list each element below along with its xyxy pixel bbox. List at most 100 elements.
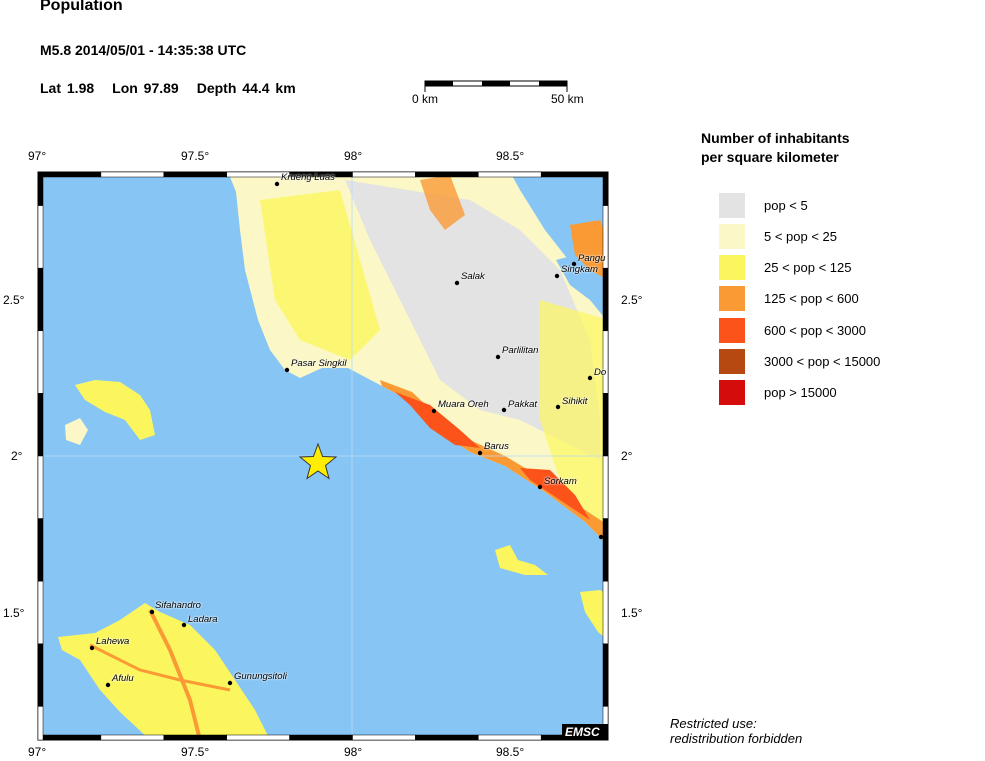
frame-tick bbox=[602, 455, 609, 519]
legend-swatch bbox=[719, 192, 745, 218]
lat-tick-left: 2° bbox=[11, 449, 23, 463]
land-pangururan bbox=[570, 220, 608, 280]
latitude: Lat 1.98 bbox=[40, 80, 95, 96]
city-label: Sifahandro bbox=[155, 600, 201, 611]
pop-yellow bbox=[260, 190, 380, 360]
pop-red-sorkam bbox=[520, 468, 590, 520]
legend-item: 125 < pop < 600 bbox=[719, 286, 859, 312]
city-label: Salak bbox=[461, 271, 485, 282]
lon-tick-bottom: 97.5° bbox=[181, 745, 210, 759]
legend-label: 125 < pop < 600 bbox=[764, 291, 859, 307]
legend-swatch bbox=[719, 223, 745, 249]
lon-tick-top: 97° bbox=[28, 149, 47, 163]
legend-title-line2: per square kilometer bbox=[701, 149, 839, 165]
legend-item: pop < 5 bbox=[719, 192, 808, 218]
lon-tick-bottom: 97° bbox=[28, 745, 47, 759]
frame-tick bbox=[602, 393, 609, 457]
page-title: Population bbox=[40, 0, 123, 14]
lat-tick-left: 1.5° bbox=[3, 606, 25, 620]
legend-swatch bbox=[719, 349, 745, 374]
frame-tick bbox=[100, 734, 165, 741]
frame-tick bbox=[540, 171, 605, 178]
frame-tick bbox=[37, 580, 44, 645]
frame-tick bbox=[602, 267, 609, 332]
frame-tick bbox=[37, 706, 44, 741]
city-label: Sorkam bbox=[544, 476, 577, 487]
city-label: Krueng Luas bbox=[281, 172, 335, 183]
scale-end-label: 50 km bbox=[551, 92, 584, 106]
legend-title-line1: Number of inhabitants bbox=[701, 130, 850, 146]
city-label: Barus bbox=[484, 441, 509, 452]
city-label: Pakkat bbox=[508, 399, 538, 410]
frame-tick bbox=[37, 267, 44, 332]
note-line1: Restricted use: bbox=[670, 716, 757, 731]
frame-tick bbox=[37, 393, 44, 457]
legend-label: 3000 < pop < 15000 bbox=[764, 354, 881, 369]
frame-tick bbox=[37, 643, 44, 707]
land-island-banyak bbox=[75, 380, 155, 440]
city-label: Do bbox=[594, 367, 607, 378]
city-label: Pangu bbox=[578, 253, 606, 264]
depth: Depth 44.4 km bbox=[196, 80, 296, 96]
frame-tick bbox=[37, 734, 102, 741]
land-island-mid bbox=[495, 545, 548, 575]
frame-tick bbox=[37, 171, 44, 206]
city-markers bbox=[89, 181, 604, 688]
lon-tick-top: 98.5° bbox=[496, 149, 525, 163]
land-island-se bbox=[580, 590, 608, 640]
legend-swatch bbox=[719, 255, 745, 281]
frame-tick bbox=[352, 734, 416, 741]
frame-tick bbox=[602, 171, 609, 206]
lat-tick-right: 1.5° bbox=[621, 606, 643, 620]
pop-orange-nias2 bbox=[89, 643, 231, 692]
city-label: Parlilitan bbox=[502, 345, 539, 356]
lon-tick-top: 97.5° bbox=[181, 149, 210, 163]
legend-label: pop < 5 bbox=[764, 197, 808, 213]
city-label: Sihikit bbox=[562, 396, 588, 407]
location-info: Lat 1.98 Lon 97.89 Depth 44.4 km bbox=[40, 80, 314, 96]
city-label: Ladara bbox=[188, 614, 218, 625]
legend-swatch bbox=[719, 380, 745, 406]
frame-tick bbox=[289, 734, 353, 741]
legend-swatch bbox=[719, 286, 745, 312]
lake bbox=[556, 255, 608, 322]
lat-tick-left: 2.5° bbox=[3, 293, 25, 307]
note-line2: redistribution forbidden bbox=[670, 731, 803, 746]
frame-tick bbox=[602, 580, 609, 645]
legend-swatch bbox=[719, 317, 745, 343]
frame-tick bbox=[37, 518, 44, 582]
city-label: Singkam bbox=[561, 264, 598, 275]
legend-label: 5 < pop < 25 bbox=[764, 228, 838, 244]
city-label: Lahewa bbox=[96, 636, 130, 647]
frame-tick bbox=[478, 171, 542, 178]
lon-tick-top: 98° bbox=[344, 149, 363, 163]
frame-tick bbox=[478, 734, 542, 741]
legend-item: 5 < pop < 25 bbox=[719, 223, 838, 249]
land-nias bbox=[58, 603, 270, 740]
frame-tick bbox=[37, 171, 102, 178]
pop-yellow-east bbox=[540, 300, 608, 545]
frame-tick bbox=[37, 455, 44, 519]
epicenter-star-icon bbox=[298, 442, 338, 480]
pop-grey bbox=[345, 180, 600, 460]
frame-tick bbox=[415, 171, 479, 178]
city-label: Muara Oreh bbox=[438, 399, 489, 410]
city-label: Afulu bbox=[112, 673, 134, 684]
frame-tick bbox=[602, 330, 609, 394]
frame-tick bbox=[163, 171, 227, 178]
legend-label: pop > 15000 bbox=[764, 385, 837, 401]
legend-label: 600 < pop < 3000 bbox=[764, 322, 866, 338]
land-island-small bbox=[65, 418, 88, 445]
longitude: Lon 97.89 bbox=[112, 80, 179, 96]
event-info: M5.8 2014/05/01 - 14:35:38 UTC bbox=[40, 42, 247, 58]
legend-item: 25 < pop < 125 bbox=[719, 255, 852, 281]
emsc-credit: EMSC bbox=[565, 725, 600, 739]
frame-tick bbox=[163, 734, 227, 741]
pop-orange-north bbox=[420, 175, 465, 230]
legend-title: Number of inhabitants per square kilomet… bbox=[701, 129, 850, 167]
legend-label: 25 < pop < 125 bbox=[764, 260, 852, 276]
frame-tick bbox=[352, 171, 416, 178]
lat-tick-right: 2° bbox=[621, 449, 633, 463]
